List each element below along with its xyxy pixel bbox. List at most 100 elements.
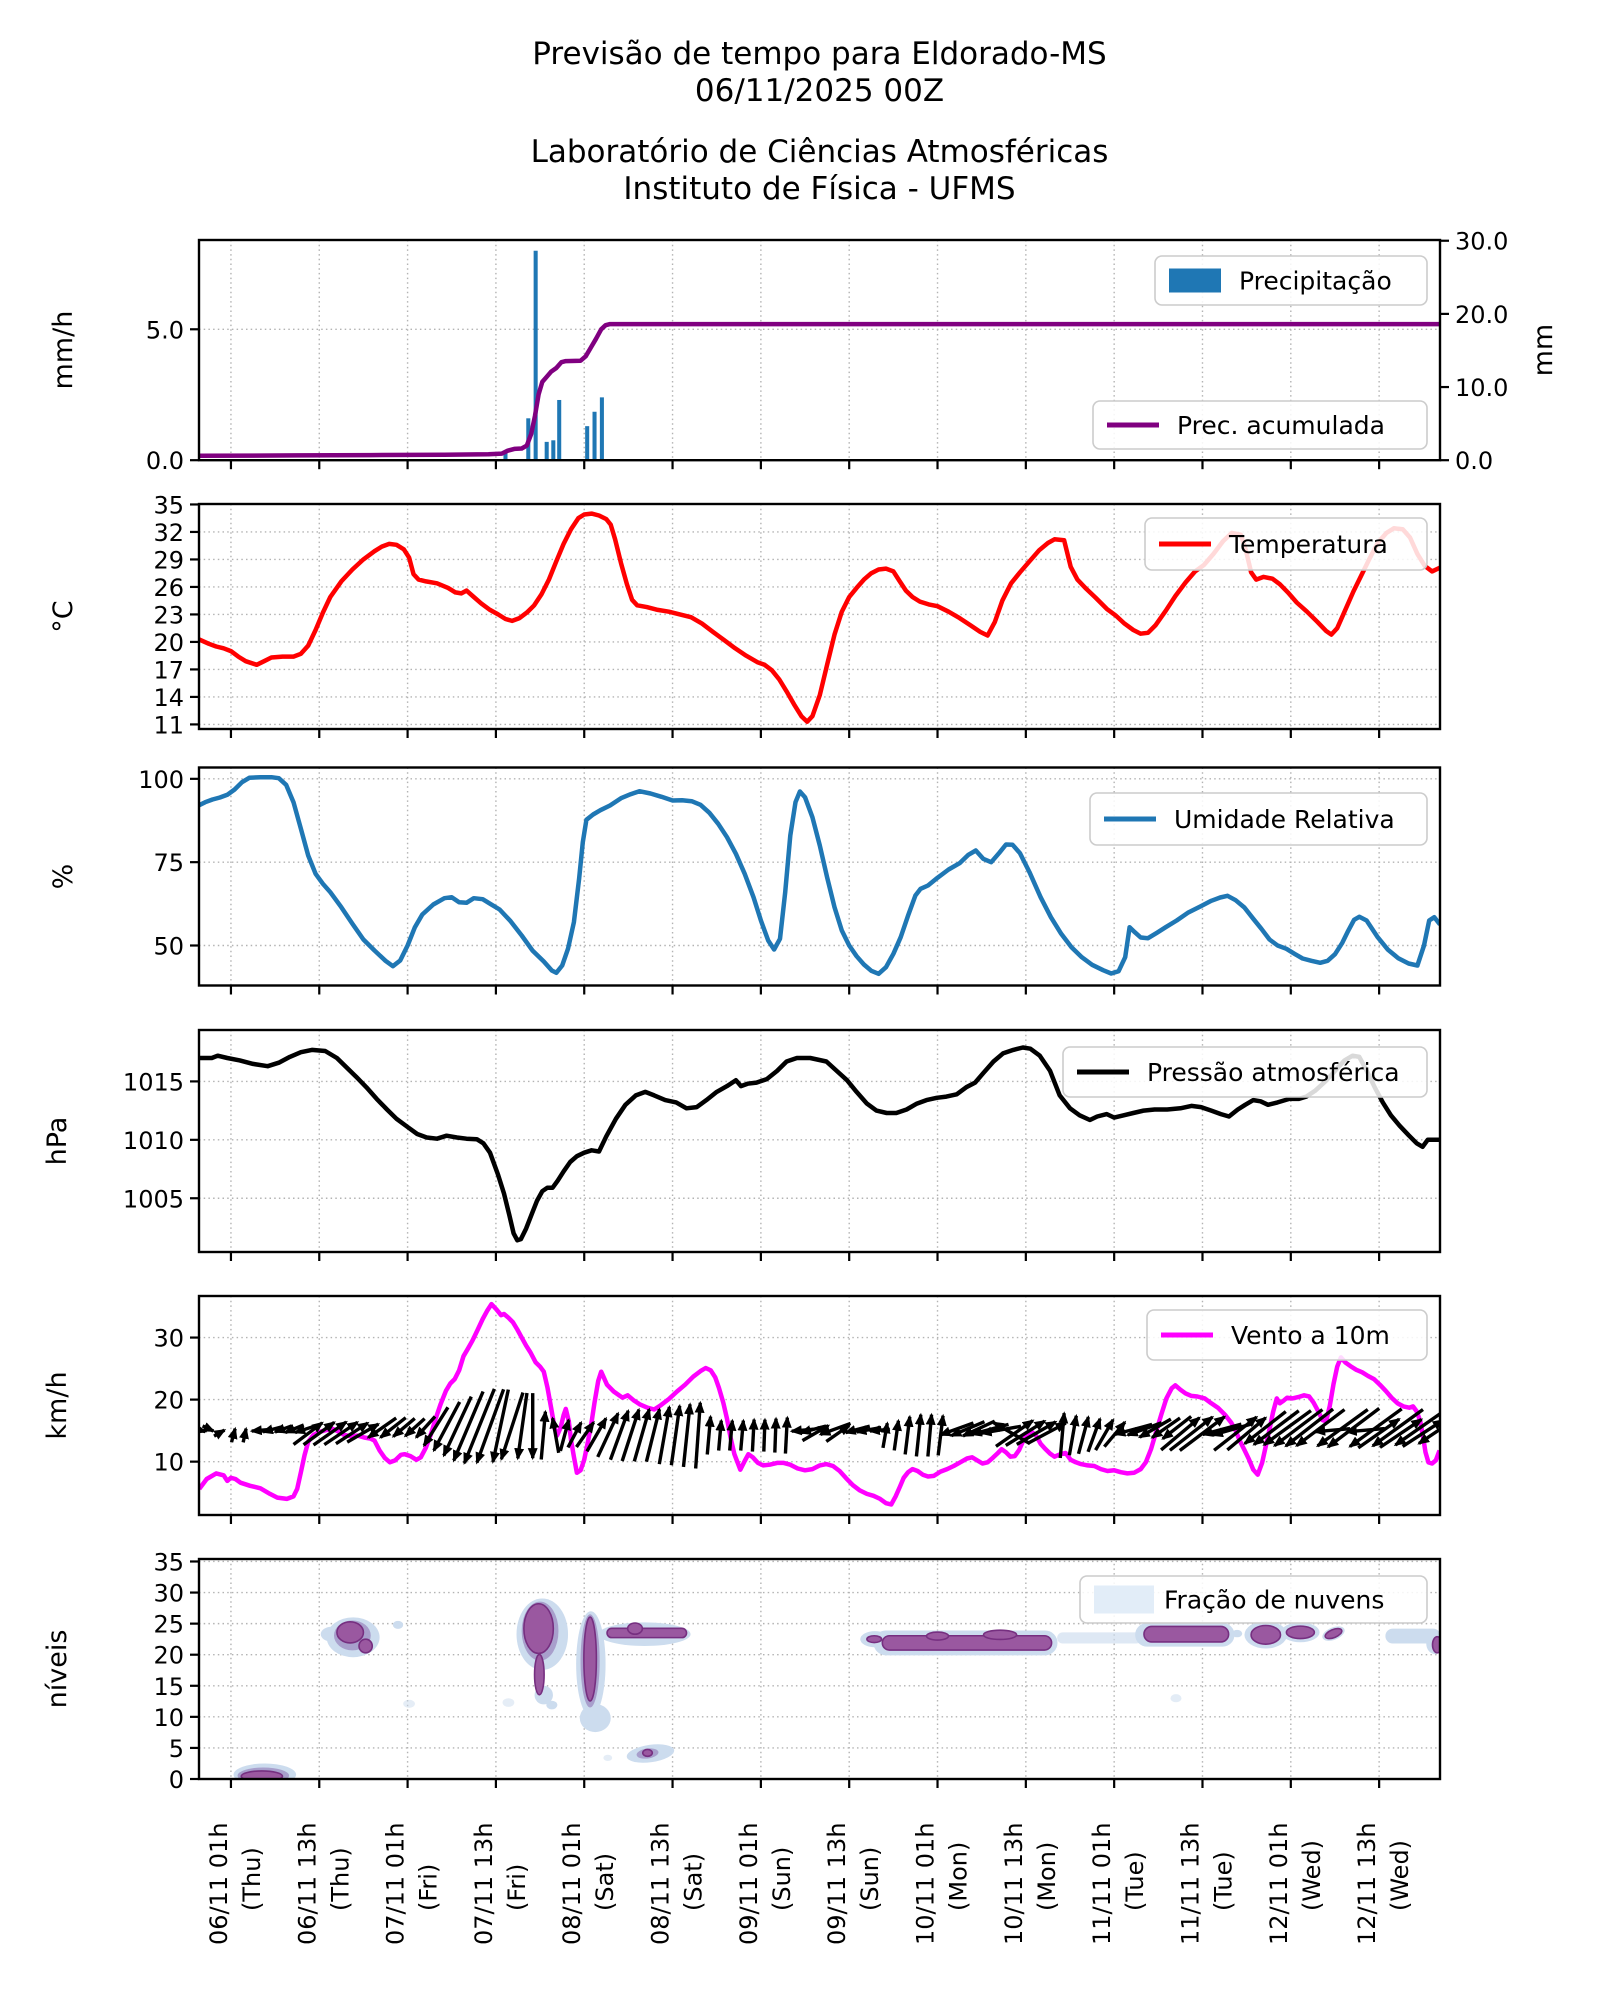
cloud-blob: [546, 1700, 558, 1710]
y-axis-label: mm/h: [48, 311, 79, 390]
wind-arrow: [1284, 1407, 1335, 1448]
accumulated-precip-line: [199, 321, 1440, 459]
figure-title: Previsão de tempo para Eldorado-MS: [532, 36, 1107, 72]
legend-wind: Vento a 10m: [1146, 1309, 1428, 1361]
cloud-blob: [403, 1699, 415, 1708]
wind-arrow: [657, 1405, 673, 1465]
cloud-blob: [881, 1634, 1053, 1651]
wind-arrow: [669, 1403, 684, 1466]
x-tick-label-day: (Sat): [591, 1853, 619, 1911]
wind-arrow: [1348, 1407, 1403, 1448]
ytick-label: 14: [153, 684, 184, 712]
wind-arrow: [514, 1392, 529, 1461]
institution-name: Laboratório de Ciências Atmosféricas: [530, 134, 1109, 170]
wind-arrow: [737, 1418, 748, 1451]
legend-relative-humidity: Umidade Relativa: [1089, 792, 1428, 846]
x-axis-labels: 06/11 01h (Thu) 06/11 13h (Thu) 07/11 01h (Fr…: [205, 1822, 1414, 1945]
wind-arrow: [335, 1421, 370, 1446]
cloud-blob: [866, 1634, 883, 1644]
wind-arrow: [608, 1409, 630, 1461]
wind-arrow: [748, 1417, 759, 1452]
wind-arrow: [499, 1392, 525, 1462]
x-tick-label-day: (Sun): [856, 1847, 884, 1911]
wind-arrow: [770, 1416, 781, 1453]
cloud-blob: [925, 1631, 950, 1641]
cloud-blob: [603, 1754, 613, 1761]
cloud-blob: [1385, 1628, 1440, 1644]
ytick-label: 100: [138, 766, 184, 794]
wind-arrow: [201, 1422, 216, 1433]
ytick-label: 15: [153, 1673, 184, 1701]
wind-arrow: [681, 1402, 694, 1468]
wind-arrow: [575, 1420, 596, 1448]
cloud-blob: [392, 1620, 404, 1629]
wind-arrow: [1058, 1411, 1069, 1459]
ytick-label-right: 30.0: [1455, 228, 1508, 256]
wind-arrow: [1094, 1418, 1115, 1451]
legend-pressure: Pressão atmosférica: [1062, 1046, 1428, 1098]
legend-label: Umidade Relativa: [1174, 805, 1395, 834]
precip-bar: [503, 453, 508, 461]
cloud-blob: [1431, 1635, 1440, 1654]
wind-arrow: [1272, 1408, 1324, 1448]
wind-arrow: [549, 1416, 561, 1454]
y-axis-label-right: mm: [1528, 324, 1559, 377]
precip-bar: [544, 441, 549, 461]
ytick-label: 1010: [123, 1127, 184, 1155]
wind-arrow: [1168, 1415, 1215, 1452]
cloud-blob: [1285, 1625, 1316, 1640]
x-tick-label-day: (Thu): [238, 1847, 266, 1911]
x-tick-label-day: (Tue): [1209, 1851, 1237, 1911]
wind-arrow: [213, 1428, 227, 1440]
wind-arrow: [1004, 1419, 1047, 1447]
wind-arrow: [227, 1426, 238, 1443]
cloud-blob: [336, 1620, 365, 1644]
x-tick-label-day: (Wed): [1298, 1840, 1326, 1911]
wind-arrow: [1357, 1417, 1401, 1450]
x-tick-label: 11/11 13h: [1176, 1822, 1204, 1945]
legend-label: Pressão atmosférica: [1147, 1058, 1400, 1087]
wind-arrow: [422, 1406, 450, 1448]
cloud-blob: [1170, 1694, 1182, 1703]
ytick-label: 75: [153, 849, 184, 877]
precip-bar: [533, 250, 538, 461]
precip-bar: [557, 399, 562, 461]
wind-arrow: [1344, 1425, 1385, 1436]
wind-arrow: [239, 1426, 249, 1443]
cloud-blob: [583, 1616, 598, 1702]
cloud-blob: [626, 1622, 644, 1635]
cloud-blob: [502, 1698, 515, 1707]
wind-line: [199, 1301, 1440, 1507]
wind-arrow: [620, 1407, 641, 1462]
cloud-blob: [1250, 1624, 1282, 1645]
wind-arrow: [693, 1400, 705, 1469]
wind-arrow: [1417, 1427, 1440, 1445]
cloud-blob: [533, 1653, 545, 1696]
wind-arrow: [442, 1395, 473, 1458]
ytick-label: 10: [153, 1449, 184, 1477]
wind-arrow: [1401, 1419, 1440, 1448]
wind-arrow: [726, 1418, 737, 1451]
cloud-blob: [240, 1770, 284, 1779]
legend-label: Precipitação: [1239, 267, 1392, 296]
wind-arrow: [1252, 1409, 1300, 1446]
wind-arrow: [414, 1415, 437, 1439]
x-tick-label-day: (Mon): [1033, 1842, 1061, 1911]
ytick-label: 29: [153, 546, 184, 574]
cloud-blob: [1231, 1629, 1243, 1638]
wind-arrow: [490, 1389, 510, 1464]
wind-arrow: [558, 1418, 571, 1452]
wind-arrow: [585, 1416, 608, 1453]
ytick-label: 11: [153, 711, 184, 739]
cloud-blob: [606, 1627, 688, 1639]
wind-arrow: [1379, 1418, 1424, 1449]
legend-precipitation: Precipitação: [1154, 255, 1428, 306]
ytick-label: 32: [153, 519, 184, 547]
x-tick-label-day: (Wed): [1386, 1840, 1414, 1911]
institute-name: Instituto de Física - UFMS: [623, 171, 1016, 207]
ytick-label: 35: [153, 1548, 184, 1576]
cloud-blob: [1324, 1627, 1343, 1640]
legend-label: Vento a 10m: [1231, 1321, 1390, 1350]
wind-arrow: [292, 1421, 324, 1446]
